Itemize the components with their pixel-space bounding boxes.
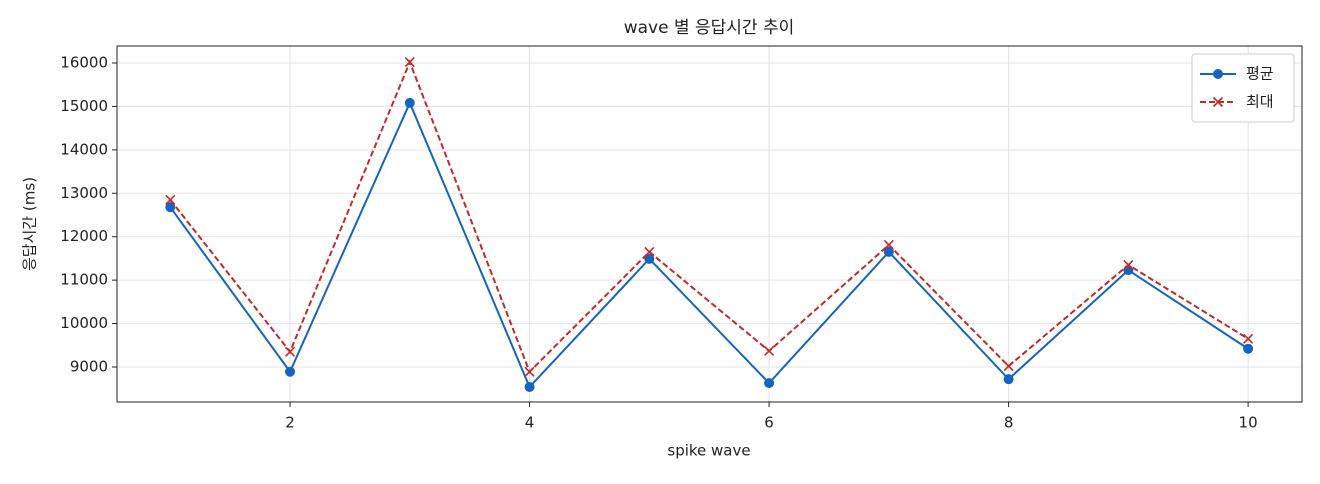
x-tick-label: 8 xyxy=(1004,414,1014,432)
marker xyxy=(404,97,415,108)
y-tick-label: 11000 xyxy=(60,271,108,289)
y-tick-label: 16000 xyxy=(60,53,108,71)
y-tick-label: 10000 xyxy=(60,314,108,332)
marker xyxy=(165,194,176,205)
x-tick-label: 6 xyxy=(764,414,774,432)
marker xyxy=(1003,374,1014,385)
y-axis-label: 응답시간 (ms) xyxy=(21,177,39,271)
marker xyxy=(764,378,775,389)
series-line xyxy=(169,59,1249,374)
y-tick-label: 13000 xyxy=(60,184,108,202)
series-line xyxy=(169,100,1249,389)
y-tick-label: 12000 xyxy=(60,227,108,245)
marker xyxy=(404,57,415,68)
y-tick-label: 14000 xyxy=(60,140,108,158)
y-tick-label: 9000 xyxy=(70,357,108,375)
marker xyxy=(285,366,296,377)
chart-title: wave 별 응답시간 추이 xyxy=(624,18,795,38)
marker xyxy=(1243,333,1254,344)
plot-frame xyxy=(116,45,1303,403)
marker xyxy=(1123,259,1134,270)
marker xyxy=(284,346,296,357)
marker xyxy=(644,253,655,264)
marker xyxy=(1243,343,1254,354)
marker xyxy=(1003,361,1014,372)
x-tick-label: 2 xyxy=(285,414,295,432)
marker xyxy=(764,345,775,356)
legend-marker xyxy=(1212,96,1224,108)
marker xyxy=(644,246,655,257)
legend-label: 최대 xyxy=(1246,93,1274,111)
y-tick-label: 15000 xyxy=(60,97,108,115)
x-axis-label: spike wave xyxy=(667,442,750,460)
legend-label: 평균 xyxy=(1246,65,1274,83)
marker xyxy=(165,202,176,213)
x-tick-label: 4 xyxy=(525,414,535,432)
marker xyxy=(883,239,894,251)
x-tick-label: 10 xyxy=(1239,414,1258,432)
legend-marker xyxy=(1213,69,1223,79)
marker xyxy=(883,246,894,257)
marker xyxy=(524,381,535,392)
marker xyxy=(524,366,535,377)
legend-box xyxy=(1191,53,1295,123)
